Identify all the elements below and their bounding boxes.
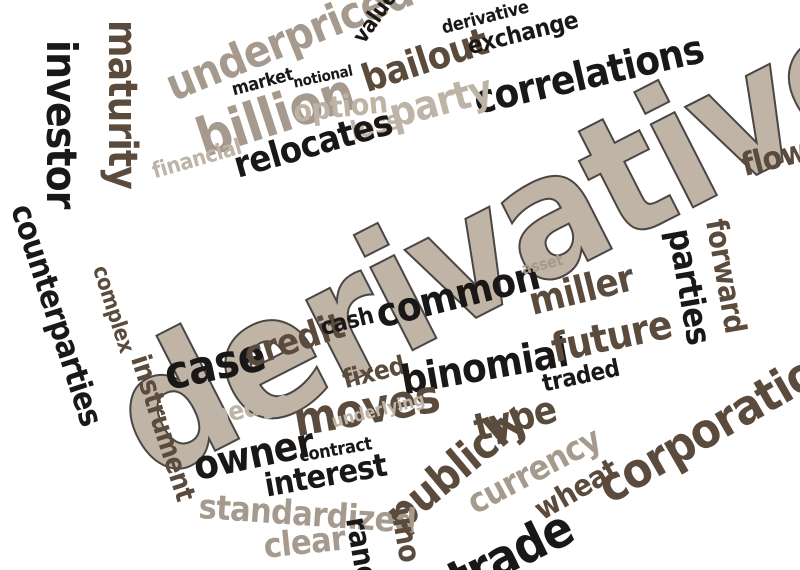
word-counterparties: counterparties	[3, 199, 111, 431]
word-maturity: maturity	[99, 20, 145, 189]
word-uno: uno	[383, 504, 428, 565]
word-clear: clear	[261, 518, 348, 567]
word-trade: trade	[438, 498, 583, 570]
word-investor: investor	[37, 40, 86, 209]
word-corporation: corporation	[588, 330, 800, 516]
word-financial: financial	[149, 134, 245, 185]
